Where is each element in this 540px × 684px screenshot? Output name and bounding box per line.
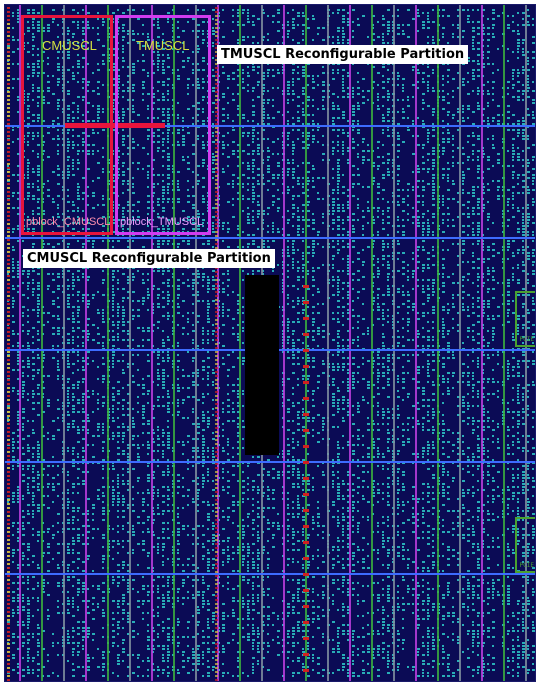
cmuscl-partition-annotation: CMUSCL Reconfigurable Partition: [23, 249, 275, 268]
hard-ip-site[interactable]: PCIE: [515, 517, 535, 573]
pblock-cmuscl[interactable]: CMUSCL pblock_CMUSCL: [21, 15, 113, 235]
pblock-tmuscl[interactable]: TMUSCL pblock_TMUSCL: [115, 15, 211, 235]
pblock-tmuscl-title: TMUSCL: [136, 38, 190, 53]
hard-ip-site[interactable]: PCIE: [515, 291, 535, 347]
tmuscl-partition-annotation: TMUSCL Reconfigurable Partition: [217, 45, 469, 64]
fpga-fabric-canvas: [5, 5, 535, 681]
pblock-tmuscl-name: pblock_TMUSCL: [120, 216, 204, 228]
pblock-cmuscl-name: pblock_CMUSCL: [26, 216, 111, 228]
hard-block-region: [245, 275, 279, 455]
pblock-cmuscl-title: CMUSCL: [42, 38, 97, 53]
device-layout-view[interactable]: CMUSCL pblock_CMUSCL TMUSCL pblock_TMUSC…: [4, 4, 536, 682]
